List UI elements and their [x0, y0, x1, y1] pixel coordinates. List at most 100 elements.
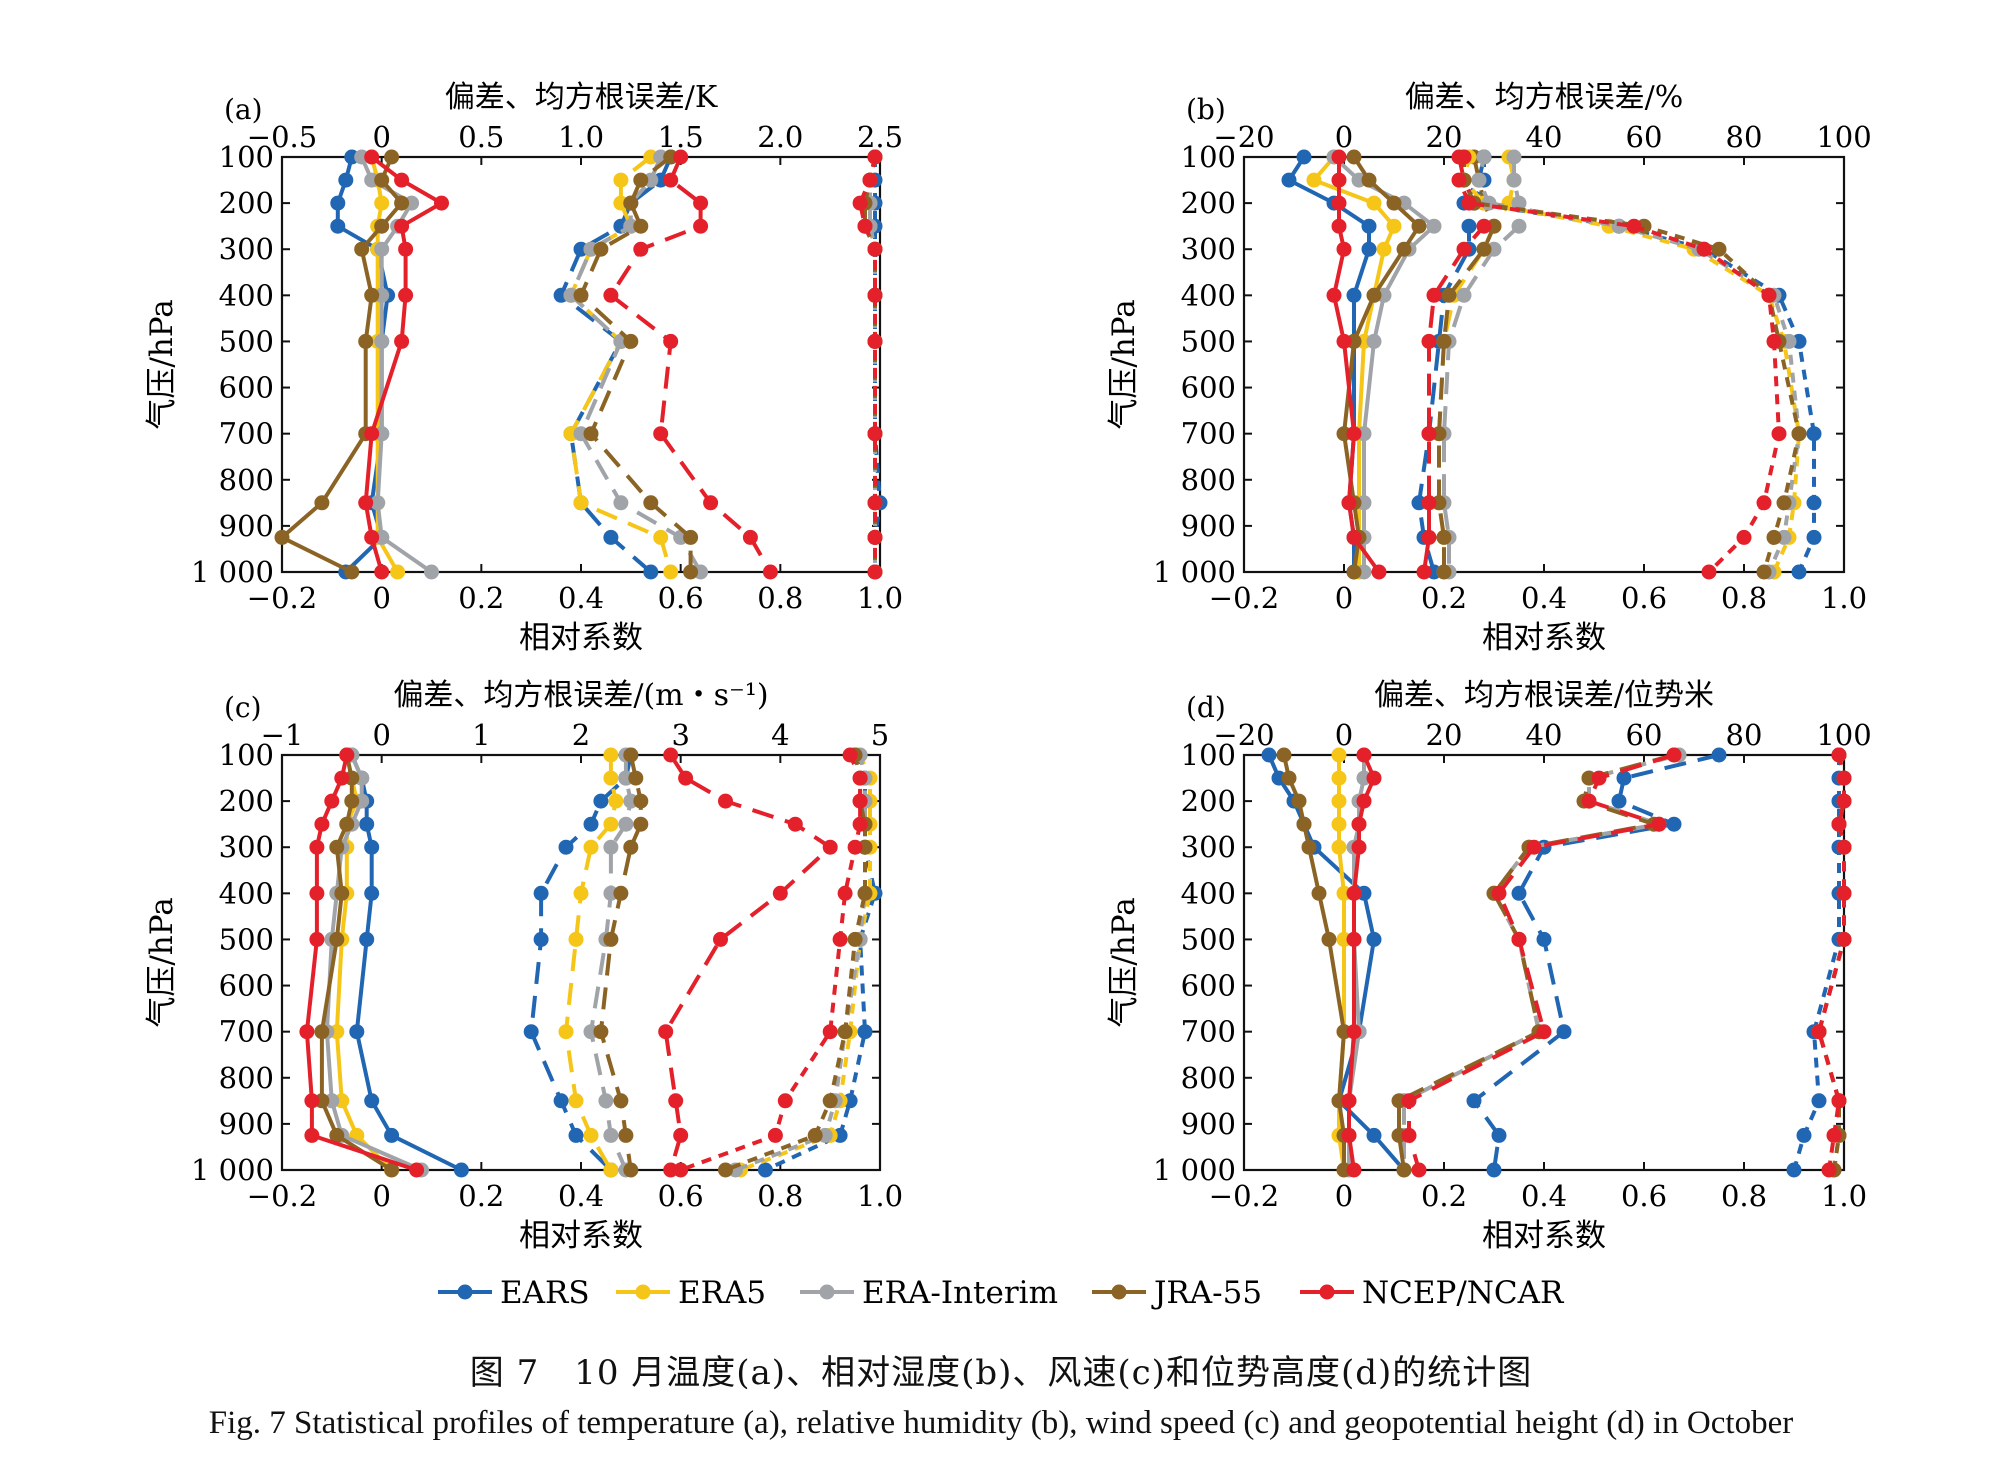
- data-point: [1756, 495, 1772, 511]
- series-line-rmse-ncep-ncar: [1407, 753, 1675, 1171]
- data-point: [274, 529, 290, 545]
- top-tick-label: −0.5: [247, 120, 317, 154]
- top-tick-label: 20: [1426, 120, 1463, 154]
- data-point: [1361, 172, 1377, 188]
- series-line-corr-ncep-ncar: [858, 156, 877, 572]
- figure-panels: (a) 偏差、均方根误差/K −0.5 0 0.5 1.0 1.5 2.0 2.5 −0.2 0 0.…: [144, 80, 1872, 1311]
- data-point: [330, 195, 346, 211]
- bottom-axis-title: 相对系数: [1482, 1218, 1606, 1254]
- data-point: [742, 529, 758, 545]
- data-point: [1276, 747, 1292, 763]
- data-point: [1346, 1162, 1362, 1178]
- data-point: [1371, 564, 1387, 580]
- data-point: [593, 241, 609, 257]
- data-point: [1341, 495, 1357, 511]
- y-tick-label: 400: [1181, 278, 1236, 312]
- data-point: [1806, 529, 1822, 545]
- top-tick-label: 0: [1335, 120, 1353, 154]
- data-point: [1456, 241, 1472, 257]
- data-point: [852, 195, 868, 211]
- bottom-tick-label: 0.4: [558, 581, 604, 615]
- data-point: [359, 931, 375, 947]
- panel-label: (c): [224, 691, 262, 724]
- data-point: [1441, 287, 1457, 303]
- data-point: [1386, 218, 1402, 234]
- data-point: [807, 1127, 823, 1143]
- series-group: [1261, 747, 1852, 1178]
- data-point: [837, 885, 853, 901]
- data-point: [1411, 218, 1427, 234]
- data-point: [364, 529, 380, 545]
- bottom-tick-label: 0.4: [1521, 1179, 1567, 1213]
- series-line-corr-ears: [873, 157, 882, 572]
- y-tick-label: 700: [219, 1015, 274, 1049]
- y-tick-label: 600: [1181, 969, 1236, 1003]
- data-point: [339, 816, 355, 832]
- data-point: [1281, 770, 1297, 786]
- data-point: [613, 885, 629, 901]
- data-point: [1361, 218, 1377, 234]
- data-point: [1831, 1093, 1847, 1109]
- data-point: [358, 495, 374, 511]
- data-point: [668, 1093, 684, 1109]
- data-point: [1351, 839, 1367, 855]
- top-tick-label: 1.5: [658, 120, 704, 154]
- data-point: [837, 1024, 853, 1040]
- data-point: [1421, 426, 1437, 442]
- data-point: [1836, 839, 1852, 855]
- top-tick-label: 0.5: [458, 120, 504, 154]
- panel-d: (d) 偏差、均方根误差/位势米 −20 0 20 40 60 80 100 −0.2 0 0.2 0.…: [1106, 678, 1872, 1254]
- top-tick-label: 0: [1335, 718, 1353, 752]
- data-point: [1591, 770, 1607, 786]
- data-point: [862, 172, 878, 188]
- data-point: [1831, 816, 1847, 832]
- data-point: [334, 770, 350, 786]
- top-tick-label: 0: [372, 718, 390, 752]
- panel-b: (b) 偏差、均方根误差/% −20 0 20 40 60 80 100 −0.2 0 0.2 0.4 0…: [1106, 80, 1872, 656]
- data-point: [329, 1127, 345, 1143]
- data-point: [613, 1093, 629, 1109]
- y-tick-label: 400: [219, 278, 274, 312]
- data-point: [653, 426, 669, 442]
- data-point: [663, 172, 679, 188]
- y-tick-label: 100: [219, 140, 274, 174]
- legend-item: ERA-Interim: [800, 1275, 1058, 1311]
- bottom-tick-label: 1.0: [1821, 581, 1867, 615]
- data-point: [1651, 816, 1667, 832]
- data-point: [847, 839, 863, 855]
- data-point: [623, 333, 639, 349]
- series-line-rmse-ears: [1472, 753, 1720, 1171]
- bottom-tick-label: 0: [1335, 1179, 1353, 1213]
- data-point: [1736, 529, 1752, 545]
- top-tick-label: 80: [1726, 120, 1763, 154]
- data-point: [1811, 1093, 1827, 1109]
- data-point: [852, 770, 868, 786]
- data-point: [1321, 931, 1337, 947]
- y-tick-label: 300: [1181, 232, 1236, 266]
- data-point: [1456, 149, 1472, 165]
- data-point: [354, 241, 370, 257]
- data-point: [623, 195, 639, 211]
- legend-label: NCEP/NCAR: [1362, 1275, 1565, 1311]
- data-point: [533, 931, 549, 947]
- data-point: [787, 816, 803, 832]
- data-point: [1421, 333, 1437, 349]
- legend-swatch-marker: [635, 1284, 651, 1300]
- data-point: [1761, 287, 1777, 303]
- y-tick-label: 400: [1181, 876, 1236, 910]
- data-point: [653, 529, 669, 545]
- bottom-tick-label: 0: [1335, 581, 1353, 615]
- top-tick-label: 2.5: [857, 120, 903, 154]
- y-tick-label: 800: [219, 463, 274, 497]
- legend-label: ERA5: [678, 1275, 766, 1311]
- data-point: [344, 564, 360, 580]
- data-point: [1486, 1162, 1502, 1178]
- y-tick-label: 1 000: [191, 555, 274, 589]
- top-axis-title: 偏差、均方根误差/K: [445, 80, 718, 115]
- data-point: [842, 747, 858, 763]
- data-point: [867, 564, 883, 580]
- data-point: [1821, 1162, 1837, 1178]
- data-point: [1461, 195, 1477, 211]
- top-tick-label: 3: [671, 718, 689, 752]
- top-tick-label: 40: [1526, 120, 1563, 154]
